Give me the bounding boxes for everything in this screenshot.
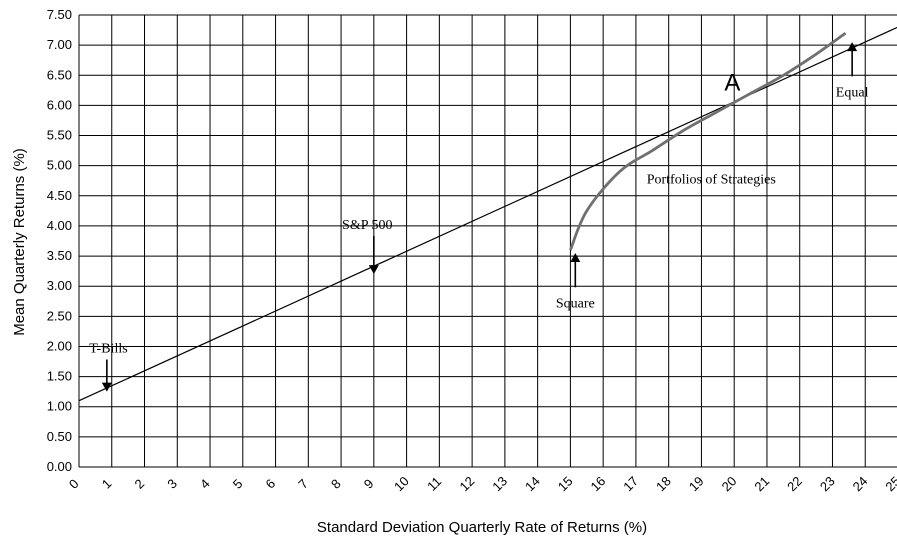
- y-tick-label: 5.50: [47, 128, 72, 143]
- x-tick-label: 19: [686, 473, 707, 494]
- annotation-arrowhead: [847, 42, 858, 52]
- series-line-curve: [569, 31, 847, 251]
- x-tick-label: 7: [295, 476, 311, 492]
- y-tick-label: 5.00: [47, 158, 72, 173]
- y-tick-label: 6.00: [47, 97, 72, 112]
- x-tick-label: 21: [751, 473, 772, 494]
- y-tick-label: 7.50: [47, 7, 72, 22]
- series-layer: [78, 26, 897, 402]
- x-tick-label: 2: [131, 476, 147, 492]
- x-tick-label: 5: [230, 476, 246, 492]
- x-tick-label: 22: [784, 473, 805, 494]
- y-tick-label: 6.50: [47, 67, 72, 82]
- x-tick-label: 9: [361, 476, 377, 492]
- annotations: T-Bills S&P 500 Square Equal Portfolios of S…: [89, 42, 869, 392]
- x-tick-label: 6: [263, 476, 279, 492]
- y-tick-label: 3.50: [47, 248, 72, 263]
- x-tick-label: 3: [164, 476, 180, 492]
- annotation-label: T-Bills: [89, 341, 127, 356]
- x-tick-label: 14: [522, 473, 543, 494]
- annotation-label: Equal: [836, 85, 869, 100]
- y-tick-label: 2.50: [47, 308, 72, 323]
- x-tick-label: 16: [588, 473, 609, 494]
- y-tick-label: 3.00: [47, 278, 72, 293]
- grid: [78, 14, 897, 468]
- x-tick-label: 10: [391, 473, 412, 494]
- y-tick-label: 2.00: [47, 338, 72, 353]
- annotation-label: Square: [556, 296, 595, 311]
- x-tick-label: 1: [99, 476, 115, 492]
- y-tick-label: 7.00: [47, 37, 72, 52]
- y-tick-label: 0.50: [47, 429, 72, 444]
- x-tick-label: 8: [328, 476, 344, 492]
- x-tick-label: 25: [882, 473, 897, 494]
- x-tick-label: 12: [457, 473, 478, 494]
- annotation-arrowhead: [101, 382, 112, 392]
- y-tick-label: 1.50: [47, 369, 72, 384]
- annotation-arrowhead: [570, 253, 581, 263]
- y-tick-label: 1.00: [47, 399, 72, 414]
- y-tick-label: 0.00: [47, 459, 72, 474]
- annotation-label: Portfolios of Strategies: [647, 173, 776, 188]
- y-axis-title: Mean Quarterly Returns (%): [11, 148, 28, 336]
- x-tick-label: 4: [197, 476, 213, 492]
- y-tick-label: 4.00: [47, 218, 72, 233]
- x-tick-label: 17: [620, 473, 641, 494]
- x-tick-label: 15: [555, 473, 576, 494]
- y-tick-label: 4.50: [47, 188, 72, 203]
- x-tick-label: 18: [653, 473, 674, 494]
- annotation-arrowhead: [368, 265, 379, 275]
- x-tick-label: 11: [424, 474, 444, 494]
- annotation-label: S&P 500: [342, 218, 392, 233]
- x-axis-title: Standard Deviation Quarterly Rate of Ret…: [317, 519, 647, 536]
- x-tick-label: 23: [817, 473, 838, 494]
- x-tick-label: 20: [719, 473, 740, 494]
- x-tick-label: 0: [66, 476, 82, 492]
- series-line-straight: [78, 26, 897, 402]
- x-tick-label: 13: [489, 473, 510, 494]
- annotation-label: A: [724, 69, 740, 96]
- x-tick-label: 24: [850, 473, 871, 494]
